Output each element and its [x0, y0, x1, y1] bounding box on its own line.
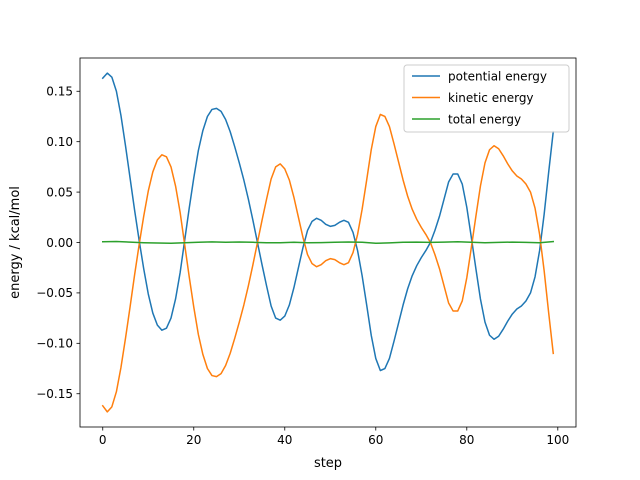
kinetic-energy-line [101, 113, 555, 413]
x-tick-label: 20 [186, 433, 201, 447]
legend-label-potential-energy: potential energy [448, 70, 547, 84]
x-axis-ticks: 0 20 40 60 80 100 [99, 427, 569, 447]
y-tick-label: −0.10 [36, 337, 73, 351]
x-tick-label: 40 [277, 433, 292, 447]
total-energy-line [101, 240, 555, 245]
y-tick-label: 0.15 [46, 85, 73, 99]
legend-label-kinetic-energy: kinetic energy [448, 91, 534, 105]
legend-label-total-energy: total energy [448, 113, 521, 127]
series-lines [101, 72, 555, 413]
y-axis-label: energy / kcal/mol [8, 186, 23, 299]
legend: potential energy kinetic energy total ener… [403, 64, 570, 133]
y-tick-label: 0.05 [46, 185, 73, 199]
x-axis-label: step [314, 456, 342, 471]
y-tick-label: −0.15 [36, 387, 73, 401]
y-axis-ticks: −0.15 −0.10 −0.05 0.00 0.05 0.10 0.15 [36, 85, 80, 401]
y-tick-label: 0.00 [46, 236, 73, 250]
y-tick-label: −0.05 [36, 286, 73, 300]
x-tick-label: 80 [459, 433, 474, 447]
x-tick-label: 0 [99, 433, 107, 447]
x-tick-label: 60 [368, 433, 383, 447]
potential-energy-line [101, 72, 555, 372]
y-tick-label: 0.10 [46, 135, 73, 149]
legend-box [403, 64, 570, 133]
x-tick-label: 100 [546, 433, 569, 447]
